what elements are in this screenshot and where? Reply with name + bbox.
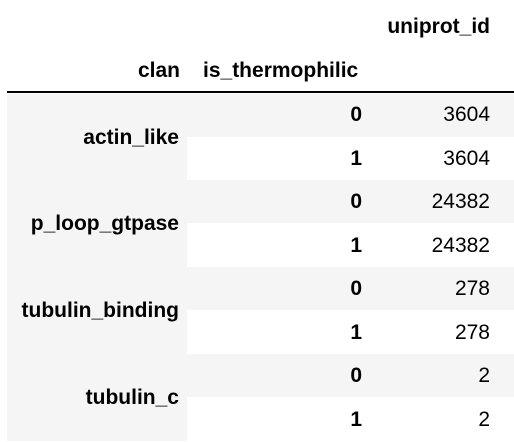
clan-cell: p_loop_gtpase — [7, 180, 187, 267]
is-thermophilic-cell: 1 — [350, 234, 362, 257]
column-header-uniprot-id: uniprot_id — [387, 15, 490, 38]
uniprot-id-cell: 3604 — [443, 147, 490, 170]
clan-label: p_loop_gtpase — [30, 211, 179, 235]
clan-cell: tubulin_c — [7, 354, 187, 441]
uniprot-id-cell: 2 — [478, 364, 490, 387]
is-thermophilic-cell: 1 — [350, 321, 362, 344]
is-thermophilic-cell: 1 — [350, 147, 362, 170]
uniprot-id-cell: 24382 — [431, 190, 490, 213]
uniprot-id-cell: 278 — [454, 321, 490, 344]
uniprot-id-cell: 2 — [478, 408, 490, 431]
uniprot-id-cell: 3604 — [443, 103, 490, 126]
clan-label: actin_like — [83, 125, 179, 149]
clan-cell: tubulin_binding — [7, 267, 187, 354]
uniprot-id-cell: 24382 — [431, 234, 490, 257]
is-thermophilic-cell: 0 — [350, 103, 362, 126]
clan-label: tubulin_binding — [21, 298, 179, 322]
clan-label: tubulin_c — [85, 385, 179, 409]
clan-cell: actin_like — [7, 94, 187, 181]
is-thermophilic-cell: 0 — [350, 190, 362, 213]
index-header-clan: clan — [137, 59, 180, 82]
index-header-is-thermophilic: is_thermophilic — [203, 59, 359, 82]
is-thermophilic-cell: 0 — [350, 364, 362, 387]
header-rule — [7, 91, 514, 93]
uniprot-id-cell: 278 — [454, 277, 490, 300]
is-thermophilic-cell: 0 — [350, 277, 362, 300]
is-thermophilic-cell: 1 — [350, 408, 362, 431]
